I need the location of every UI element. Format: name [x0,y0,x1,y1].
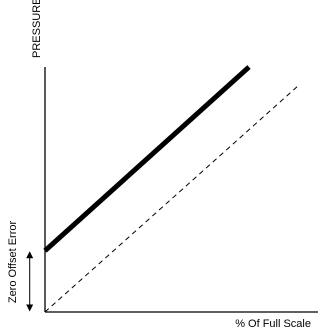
y-axis-label: PRESSURE [31,0,43,58]
x-axis-label: % Of Full Scale [235,318,311,328]
zero-offset-error-label: Zero Offset Error [7,221,19,304]
series-line-dashed [44,83,301,313]
series-line-solid [43,65,251,253]
